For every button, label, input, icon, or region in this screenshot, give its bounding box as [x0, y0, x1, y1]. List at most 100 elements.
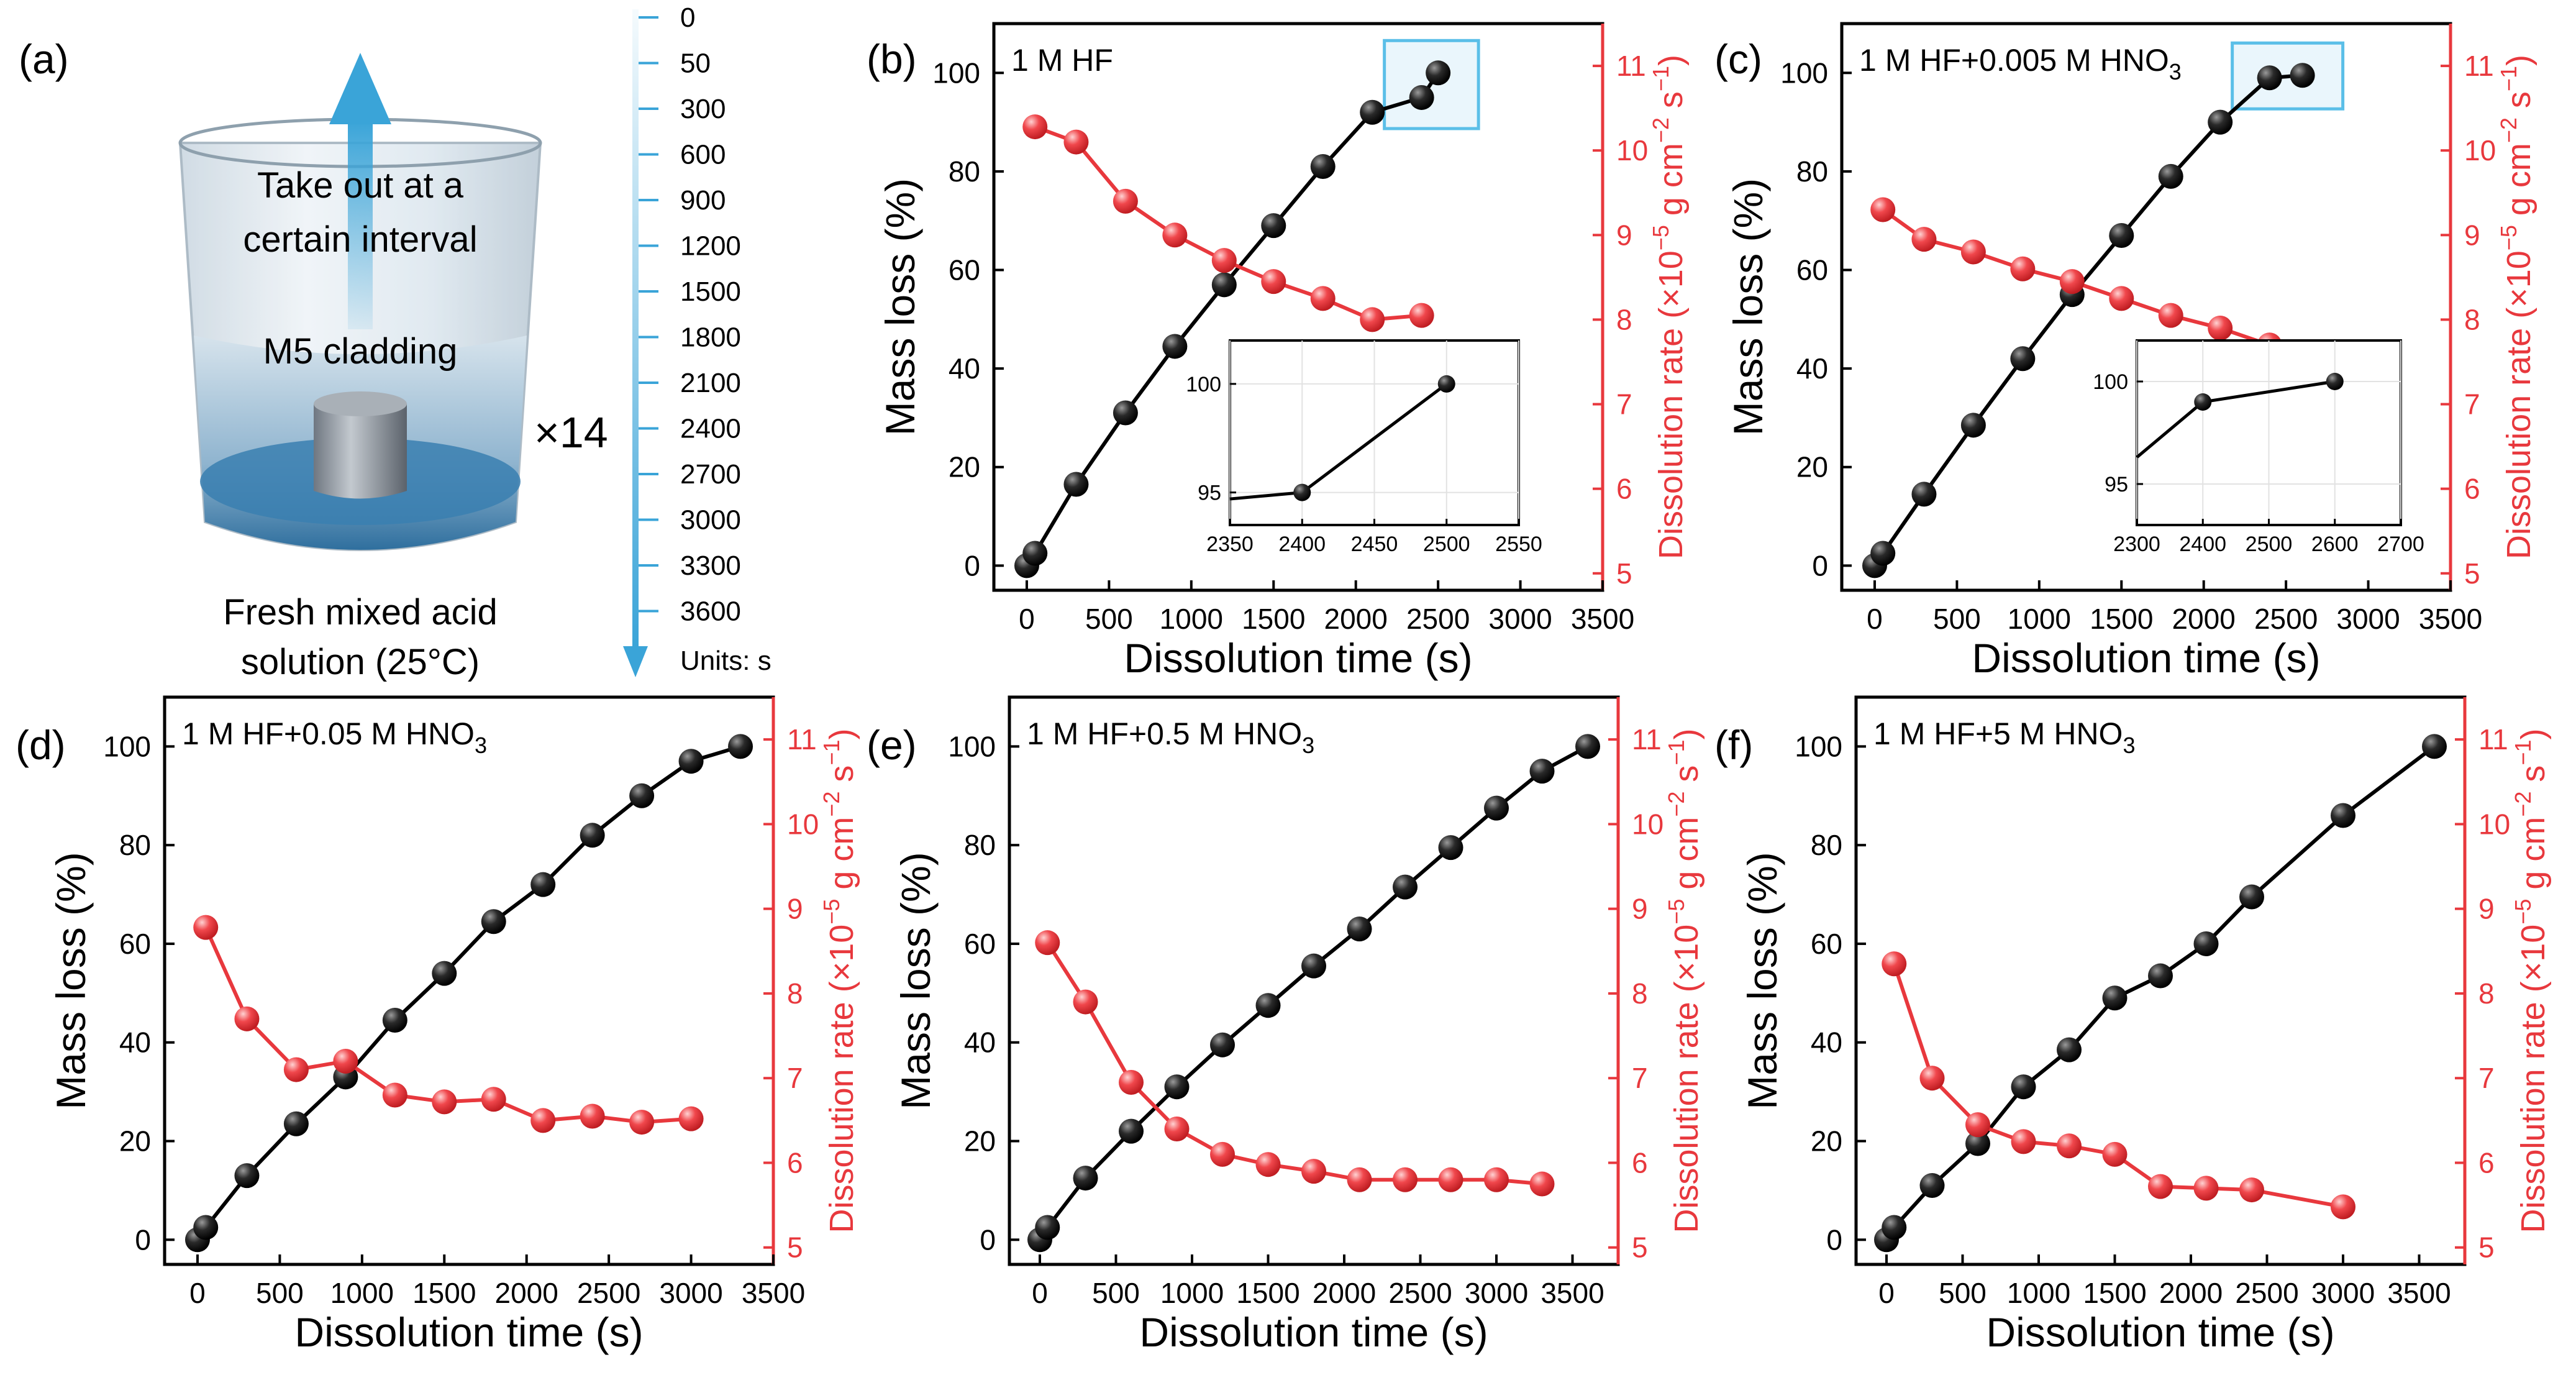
y2-tick-label: 6	[1616, 473, 1632, 505]
rate-point	[1164, 1116, 1190, 1141]
repeat-label: ×14	[534, 408, 608, 457]
y2-tick-label: 7	[2464, 388, 2480, 421]
x-tick-label: 1500	[412, 1277, 476, 1309]
mass-point	[629, 783, 655, 808]
mass-point	[1360, 99, 1385, 125]
mass-point	[1310, 153, 1336, 179]
inset-point	[2326, 373, 2344, 390]
y-axis-label: Mass loss (%)	[48, 852, 94, 1109]
chart-title: 1 M HF+0.005 M HNO3	[1859, 43, 2182, 85]
time-scale-value: 3300	[680, 550, 741, 581]
inset-x-tick-label: 2500	[1423, 532, 1470, 556]
mass-point	[2057, 1037, 2082, 1062]
mass-point	[2158, 163, 2183, 189]
inset-x-tick-label: 2450	[1351, 532, 1398, 556]
time-scale-value: 2100	[680, 368, 741, 398]
y2-tick-label: 8	[2464, 303, 2480, 336]
mass-point	[2257, 65, 2282, 91]
mass-point	[1393, 874, 1418, 900]
inset-x-tick-label: 2300	[2113, 532, 2160, 556]
time-scale-value: 1200	[680, 231, 741, 262]
mass-point	[1255, 993, 1281, 1018]
mass-point	[1575, 734, 1600, 759]
time-scale-value: 0	[680, 2, 695, 33]
specimen-top	[314, 391, 407, 416]
specimen-label: M5 cladding	[263, 331, 458, 372]
rate-point	[1393, 1167, 1418, 1192]
x-tick-label: 0	[1878, 1277, 1895, 1309]
x-tick-label: 1500	[2083, 1277, 2146, 1309]
rate-point	[333, 1048, 358, 1074]
mass-point	[1119, 1118, 1144, 1144]
y-tick-label: 40	[119, 1026, 151, 1059]
y2-tick-label: 5	[2478, 1231, 2495, 1264]
mass-series-line	[196, 744, 741, 1241]
mass-point	[1063, 472, 1089, 497]
mass-point	[1210, 1032, 1235, 1058]
y-tick-label: 0	[964, 549, 980, 582]
y2-axis-label: Dissolution rate (×10−5 g cm−2 s−1)	[1663, 729, 1705, 1233]
mass-point	[2290, 63, 2315, 88]
y2-tick-label: 9	[1632, 893, 1648, 925]
inset-x-tick-label: 2700	[2377, 532, 2424, 556]
mass-point	[1073, 1166, 1098, 1191]
mass-point	[1960, 413, 1986, 438]
x-tick-label: 3000	[1465, 1277, 1528, 1309]
inset-x-tick-label: 2550	[1495, 532, 1542, 556]
chart-title: 1 M HF+0.5 M HNO3	[1027, 716, 1314, 758]
chart-panel-d: (d) 0 500 1000 1500 2000 2500 3000 3500 0 20 40 60 80…	[16, 695, 860, 1355]
panel-label: (b)	[867, 36, 917, 82]
y2-tick-label: 8	[1616, 303, 1632, 336]
rate-point	[1347, 1167, 1372, 1192]
y-tick-label: 40	[1796, 352, 1828, 385]
y2-axis-label: Dissolution rate (×10−5 g cm−2 s−1)	[1648, 55, 1690, 559]
rate-point	[1438, 1167, 1463, 1192]
rate-point	[2158, 303, 2183, 328]
y2-tick-label: 6	[2464, 473, 2480, 505]
x-tick-label: 3500	[742, 1277, 805, 1309]
y2-tick-label: 11	[1632, 723, 1662, 756]
y2-tick-label: 8	[2478, 977, 2495, 1010]
time-scale-units: Units: s	[680, 646, 771, 676]
highlight-box	[2231, 41, 2345, 111]
chart-title: 1 M HF	[1011, 43, 1113, 78]
mass-point	[1113, 400, 1138, 426]
rate-point	[1529, 1171, 1555, 1197]
mass-point	[580, 823, 605, 848]
panel-label-a: (a)	[19, 36, 69, 82]
x-tick-label: 2000	[1313, 1277, 1376, 1309]
schematic-panel: (a) Take out at a certain interval M5 cl…	[19, 2, 771, 682]
rate-point	[580, 1103, 605, 1129]
mass-point	[1870, 541, 1896, 566]
y2-tick-label: 5	[2464, 557, 2480, 590]
mass-point	[1035, 1215, 1060, 1240]
mass-point	[2011, 1074, 2036, 1100]
mass-point	[1162, 334, 1188, 359]
y2-tick-label: 6	[2478, 1146, 2495, 1179]
y-tick-label: 20	[1811, 1125, 1842, 1158]
rate-point	[2148, 1174, 2173, 1199]
y2-tick-label: 8	[787, 977, 803, 1010]
time-scale-value: 1800	[680, 322, 741, 353]
y-tick-label: 60	[1796, 254, 1828, 286]
time-scale-value: 50	[680, 48, 711, 79]
x-tick-label: 1500	[1236, 1277, 1299, 1309]
x-tick-label: 3500	[2419, 603, 2482, 635]
rate-series-line	[1892, 963, 2344, 1209]
inset-x-tick-label: 2500	[2246, 532, 2293, 556]
x-tick-label: 500	[1085, 603, 1133, 635]
time-scale-value: 300	[680, 94, 726, 124]
x-tick-label: 1500	[1242, 603, 1305, 635]
x-axis-label: Dissolution time (s)	[294, 1309, 643, 1355]
time-scale-value: 900	[680, 185, 726, 216]
mass-point	[530, 872, 556, 897]
y-tick-label: 60	[1811, 928, 1842, 960]
y2-tick-label: 11	[2464, 50, 2494, 82]
x-tick-label: 3000	[2336, 603, 2400, 635]
y-tick-label: 0	[135, 1223, 151, 1256]
rate-point	[2239, 1177, 2264, 1203]
time-scale-value: 2700	[680, 459, 741, 490]
panel-label: (f)	[1714, 722, 1753, 768]
y2-tick-label: 11	[1616, 50, 1646, 82]
y-tick-label: 80	[964, 829, 996, 861]
